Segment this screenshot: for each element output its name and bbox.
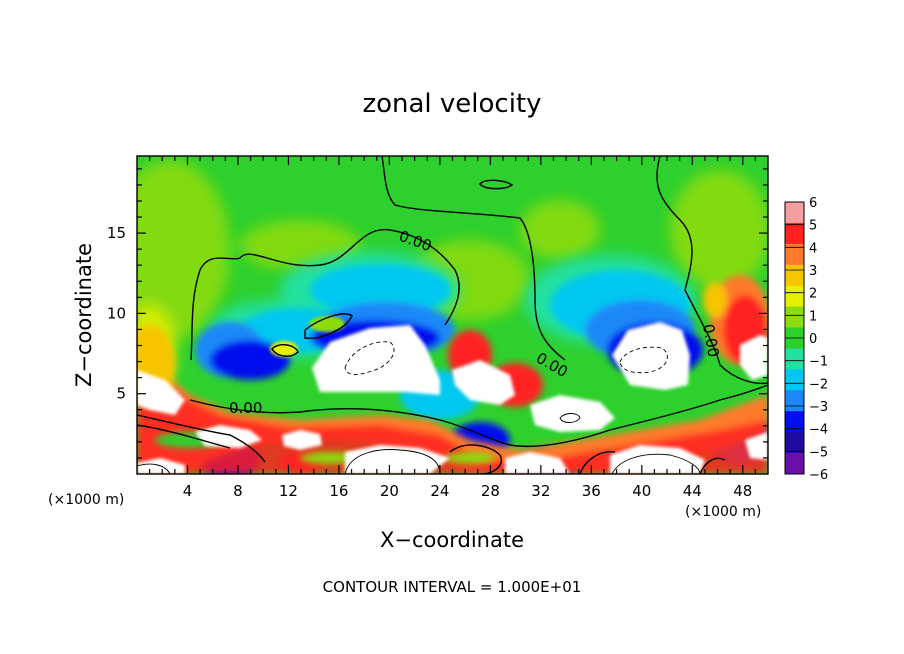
- contour-label-4: 0.00: [699, 323, 723, 359]
- colorbar-swatch: [785, 348, 804, 370]
- colorbar-swatch: [785, 264, 804, 287]
- contour-interval-note: CONTOUR INTERVAL = 1.000E+01: [323, 578, 582, 596]
- colorbar-swatch: [785, 453, 804, 475]
- contour-label-2: 0.00: [229, 399, 262, 417]
- x-tick-label: 12: [279, 482, 298, 500]
- colorbar-swatch: [785, 411, 804, 433]
- colorbar-label: −2: [809, 377, 828, 392]
- chart-title: zonal velocity: [362, 89, 541, 119]
- colorbar-swatch: [785, 390, 804, 412]
- colorbar: 6 5 4 3 2 1 0 −1 −2 −3 −4 −5 −6: [784, 196, 828, 483]
- x-tick-label: 16: [329, 482, 348, 500]
- colorbar-label: 4: [809, 241, 817, 256]
- heatmap-field: [137, 156, 768, 474]
- contour-labels: 0.00 0.00 0.00 0.00: [229, 227, 723, 417]
- contour-lines: [137, 156, 768, 474]
- colorbar-label: −3: [809, 400, 828, 415]
- colorbar-swatch: [785, 202, 804, 224]
- x-unit-right: (×1000 m): [685, 504, 761, 520]
- colorbar-label: 6: [809, 196, 817, 211]
- y-axis-label: Z−coordinate: [72, 243, 96, 387]
- colorbar-label: 3: [809, 264, 817, 279]
- colorbar-swatch: [785, 285, 804, 308]
- colorbar-label: −6: [809, 468, 828, 483]
- x-tick-label: 8: [233, 482, 243, 500]
- colorbar-label: −5: [809, 445, 828, 460]
- x-tick-label: 44: [683, 482, 702, 500]
- colorbar-label: 2: [809, 287, 817, 302]
- colorbar-swatch: [785, 222, 804, 245]
- colorbar-label: 0: [809, 332, 817, 347]
- colorbar-label: 1: [809, 309, 817, 324]
- colorbar-label: −4: [809, 423, 828, 438]
- x-tick-label: 4: [183, 482, 193, 500]
- y-tick-label: 5: [116, 385, 126, 403]
- x-tick-label: 20: [380, 482, 399, 500]
- x-tick-label: 48: [733, 482, 752, 500]
- y-axis: 5 10 15: [107, 168, 768, 459]
- x-tick-label: 24: [430, 482, 449, 500]
- x-axis: 4 8 12 16 20 24 28 32 36 40 44 48: [149, 156, 756, 500]
- colorbar-swatch: [785, 432, 804, 454]
- colorbar-label: 5: [809, 219, 817, 234]
- x-tick-label: 36: [582, 482, 601, 500]
- colorbar-label: −1: [809, 355, 828, 370]
- colorbar-swatch: [785, 369, 804, 391]
- x-tick-label: 28: [481, 482, 500, 500]
- y-tick-label: 10: [107, 304, 126, 322]
- colorbar-swatch: [785, 306, 804, 329]
- colorbar-swatch: [785, 243, 804, 266]
- x-unit-left: (×1000 m): [48, 492, 124, 508]
- y-tick-label: 15: [107, 224, 126, 242]
- x-tick-label: 40: [632, 482, 651, 500]
- x-tick-label: 32: [531, 482, 550, 500]
- x-axis-label: X−coordinate: [380, 528, 524, 552]
- contour-lines-dashed: [344, 341, 668, 376]
